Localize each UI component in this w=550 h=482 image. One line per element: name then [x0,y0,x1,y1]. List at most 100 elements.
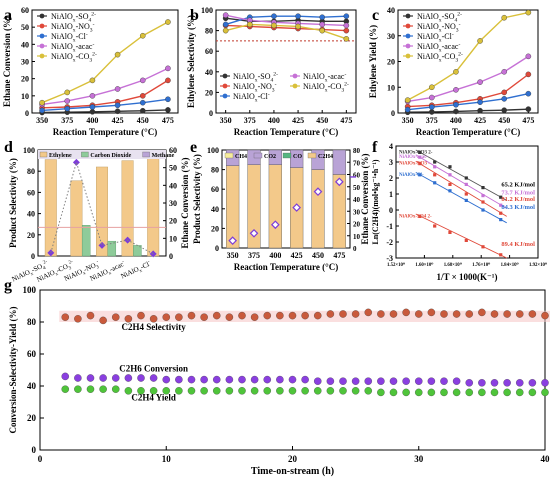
panel-f-data-point [499,203,503,207]
panel-g-data-point [440,310,448,318]
panel-d-category-label-part: 2- [68,259,74,265]
panel-g-data-point [541,311,549,320]
panel-c-legend-marker [405,53,411,59]
panel-e-x-axis-label: Reaction Temperature (°C) [234,262,338,272]
panel-b-ytick-label: 20 [205,88,213,97]
panel-e-ytick-label: 80 [211,166,219,175]
panel-g-data-point [478,308,486,317]
panel-c-legend-label-part: - [452,31,454,37]
panel-d-category-label-part: x [82,271,87,277]
panel-e-legend-label: CH4 [235,154,247,160]
panel-f-fit-line [415,160,507,217]
panel-g-data-point [326,310,335,318]
panel-a-legend-marker [39,53,45,59]
panel-a-legend-label: NiAlOx-NO3- [51,21,95,33]
panel-a-data-point [89,108,96,115]
panel-b-legend-label-part: x [255,87,258,93]
panel-b-legend-label-part: 3 [272,87,275,93]
panel-e-bar-c2h4 [311,169,325,249]
panel-b-data-point [222,27,229,34]
panel-g-data-point [86,311,95,320]
panel-g-xtick-label: 20 [288,454,298,464]
panel-g-data-point [162,313,170,321]
panel-d-y2tick-label: 20 [169,217,177,226]
panel-d-bar-ethylene [44,159,57,257]
panel-g-data-point [427,308,436,317]
panel-e-y-axis-label: Product Selectivity (%) [192,154,202,244]
panel-a-xtick-label: 425 [112,116,124,125]
panel-g-data-point [175,375,183,384]
panel-b-ytick-label: 60 [205,47,213,56]
panel-g-data-point [162,387,170,395]
panel-b-legend-label-part: 2- [344,81,349,87]
panel-e-y2tick-label: 50 [353,184,361,192]
panel-c-legend-label-part: - [459,21,461,27]
panel-f-data-point [448,173,452,177]
panel-g-data-point [187,375,196,384]
panel-f-series-label: NiAlOx-NO3 - [399,162,430,167]
panel-a-legend-label-part: -CO [76,52,90,61]
panel-a-xtick-label: 450 [137,116,149,125]
panel-b-legend-label-part: - [344,71,346,77]
panel-e-conversion-marker [334,177,344,187]
panel-b-legend-label-part: -Cl [258,92,269,101]
panel-c-ytick-label: 10 [387,83,395,92]
panel-b-series-line [225,14,347,27]
panel-c-data-point [453,108,459,115]
panel-e-y2-axis-label: Ethane Conversion (%) [360,153,370,244]
panel-f-data-point [464,238,468,242]
panel-g-x-axis-label: Time-on-stream (h) [251,466,334,477]
panel-f-fit-line [415,213,507,259]
panel-a-legend-marker [39,23,45,29]
panel-a-data-point [114,108,121,115]
panel-g-data-point [528,379,537,387]
panel-b-data-point [222,12,229,18]
panel-a-legend-label-part: x [73,57,76,63]
panel-c-legend-label-part: -SO [442,12,455,21]
panel-b-series-line [225,23,347,40]
panel-b-legend-label: NiAlOx-CO32- [303,81,349,93]
panel-e-legend-label: CO [293,154,302,160]
panel-g-data-point [402,377,410,385]
panel-f-activation-energy: 81.2 KJ/mol [501,196,535,203]
panel-c-series-line [407,55,529,103]
panel-g-data-point [377,388,385,397]
panel-c-legend-label-part: NiAlO [417,42,439,51]
panel-e-y2tick-label: 20 [353,221,361,229]
panel-a-legend-label-part: -SO [76,12,89,21]
panel-letter-d: d [4,139,13,156]
panel-c-legend-label-part: 4 [454,17,457,23]
panel-d-bar-ethylene [121,160,134,257]
panel-a-legend-label: NiAlOx-Cl- [51,31,88,43]
panel-g-data-point [250,375,259,384]
panel-f-series-label: NiAlOx-acac- [399,155,428,160]
panel-g-data-point [276,387,284,395]
panel-d-conversion-marker [149,250,157,258]
panel-c-data-point [501,107,508,113]
panel-g-data-point [402,308,410,317]
panel-letter-g: g [4,277,12,294]
panel-e-xtick-label: 350 [227,251,239,260]
panel-g-data-point [301,311,309,320]
panel-g-data-point [263,375,271,384]
panel-a-ytick-label: 30 [21,58,29,67]
panel-f-data-point [433,224,437,228]
panel-f-data-point [433,173,437,177]
panel-a-xtick-label: 400 [86,116,98,125]
panel-a-legend-label-part: NiAlO [51,22,73,31]
panel-f-data-point [481,194,485,198]
panel-g-ytick-label: 80 [27,317,37,327]
panel-a-legend-label-part: -NO [76,22,90,31]
panel-g-data-point [351,387,360,395]
panel-g-data-point [490,388,499,397]
panel-g-ytick-label: 20 [27,413,37,423]
panel-c-legend-label-part: NiAlO [417,22,439,31]
panel-g-data-point [528,388,537,397]
panel-c-legend-label-part: 3 [455,57,458,63]
panel-f-series-label: NiAlOx-Cl- [399,173,424,178]
panel-b-data-point [343,27,350,34]
panel-g-data-point [200,313,208,321]
panel-b-ytick-label: 0 [209,109,213,118]
panel-c-ytick-label: 30 [387,32,395,41]
